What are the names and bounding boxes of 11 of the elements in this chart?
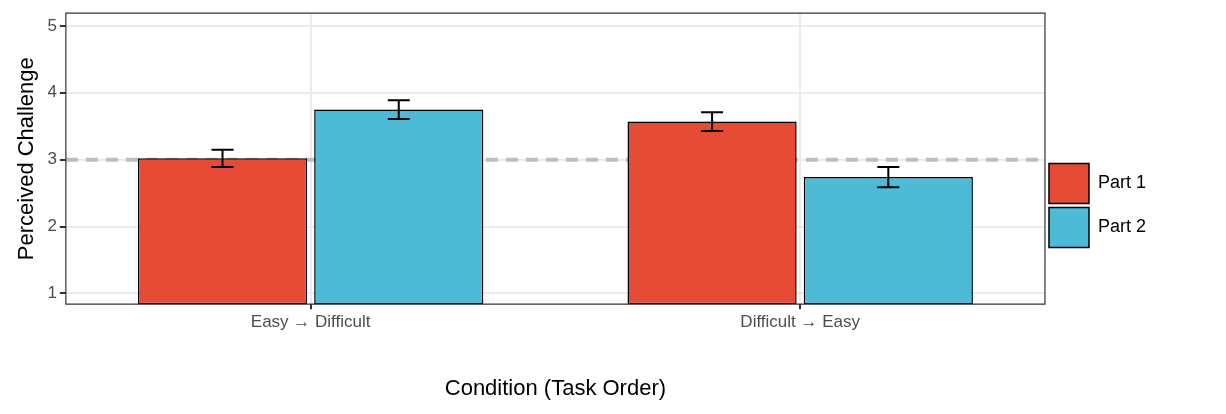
y-tick-label: 4 [47, 82, 57, 102]
x-axis-title: Condition (Task Order) [444, 374, 667, 400]
y-tick-label: 2 [47, 216, 57, 236]
legend-label: Part 2 [1097, 216, 1147, 237]
y-tick-label: 3 [47, 149, 57, 169]
y-tick-label: 1 [47, 283, 57, 303]
y-axis-title: Perceived Challenge [13, 57, 39, 261]
x-tick-label: Difficult → Easy [740, 312, 861, 332]
legend-label: Part 1 [1097, 172, 1147, 193]
y-tick-label: 5 [47, 15, 57, 35]
x-tick-label: Easy → Difficult [250, 312, 371, 332]
